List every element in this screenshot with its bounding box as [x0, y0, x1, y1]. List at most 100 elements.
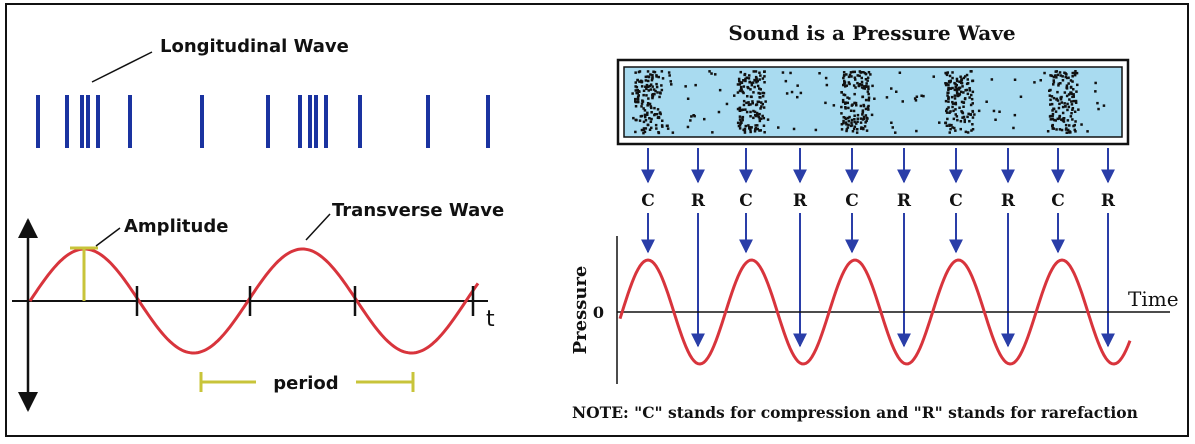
- air-particle-compressed: [644, 119, 648, 122]
- air-particle-compressed: [949, 110, 952, 113]
- air-particle-compressed: [967, 112, 970, 116]
- air-particle: [711, 131, 714, 134]
- air-particle: [799, 91, 803, 95]
- air-particle-compressed: [649, 120, 653, 123]
- air-particle-compressed: [640, 114, 644, 118]
- air-particle-compressed: [751, 100, 754, 103]
- air-particle: [666, 127, 670, 130]
- air-particle-compressed: [661, 125, 664, 128]
- air-particle-compressed: [1054, 119, 1057, 122]
- air-particle-compressed: [1068, 98, 1071, 101]
- air-particle-compressed: [753, 85, 756, 89]
- air-particle-compressed: [745, 110, 749, 114]
- air-particle-compressed: [1071, 71, 1074, 75]
- air-particle-compressed: [1056, 99, 1060, 102]
- air-particle-compressed: [955, 77, 959, 81]
- air-particle-compressed: [1061, 79, 1065, 82]
- air-particle-compressed: [965, 88, 969, 92]
- air-particle: [894, 131, 897, 134]
- air-particle-compressed: [844, 102, 847, 105]
- air-particle-compressed: [738, 118, 742, 121]
- air-particle-compressed: [866, 90, 870, 93]
- air-particle-compressed: [1057, 84, 1060, 87]
- air-particle-compressed: [656, 108, 660, 111]
- air-particle-compressed: [962, 105, 965, 108]
- air-particle: [1086, 130, 1089, 133]
- air-particle-compressed: [947, 80, 951, 83]
- air-particle-compressed: [653, 106, 656, 110]
- air-particle-compressed: [661, 119, 664, 122]
- air-particle-compressed: [1067, 105, 1071, 109]
- air-particle-compressed: [647, 85, 650, 89]
- air-particle-compressed: [863, 87, 867, 90]
- air-particle: [1013, 113, 1017, 117]
- air-particle-compressed: [951, 105, 954, 109]
- air-particle-compressed: [848, 82, 851, 86]
- air-particle-compressed: [866, 76, 870, 79]
- pressure-axis-label: Pressure: [570, 266, 591, 355]
- air-particle: [684, 85, 687, 88]
- air-particle-compressed: [840, 128, 844, 131]
- air-particle-compressed: [864, 121, 867, 124]
- amplitude-label: Amplitude: [124, 216, 228, 237]
- air-particle: [842, 93, 845, 96]
- air-particle: [871, 84, 874, 88]
- air-particle-compressed: [860, 83, 864, 86]
- air-particle: [855, 131, 859, 134]
- air-particle: [1102, 104, 1106, 107]
- air-particle-compressed: [849, 71, 853, 74]
- air-particle-compressed: [847, 81, 851, 84]
- air-particle-compressed: [863, 85, 866, 88]
- air-particle-compressed: [636, 78, 639, 82]
- air-particle-compressed: [961, 111, 965, 115]
- air-particle-compressed: [743, 72, 747, 76]
- air-particle: [1070, 112, 1073, 115]
- air-particle-compressed: [746, 85, 749, 89]
- air-particle-compressed: [651, 93, 655, 96]
- air-particle-compressed: [648, 128, 652, 131]
- air-particle-compressed: [846, 96, 849, 99]
- air-particle-compressed: [741, 90, 744, 94]
- air-particle-compressed: [645, 83, 649, 87]
- air-particle-compressed: [949, 127, 952, 131]
- air-particle-compressed: [747, 101, 750, 104]
- air-particle-compressed: [948, 111, 951, 114]
- air-particle-compressed: [946, 71, 949, 74]
- air-particle-compressed: [1067, 93, 1071, 96]
- air-particle-compressed: [750, 126, 753, 129]
- air-particle: [824, 76, 828, 80]
- air-particle-compressed: [659, 112, 662, 116]
- air-particle-compressed: [860, 80, 864, 84]
- air-particle: [977, 109, 981, 113]
- air-particle-compressed: [1058, 117, 1061, 120]
- air-particle-compressed: [1075, 71, 1079, 75]
- air-particle-compressed: [850, 118, 854, 122]
- air-particle: [758, 129, 761, 132]
- air-particle-compressed: [635, 85, 639, 89]
- air-particle-compressed: [855, 104, 858, 107]
- arrow-label: R: [793, 191, 808, 211]
- air-particle-compressed: [740, 81, 744, 84]
- longitudinal-label-pointer: [91, 51, 153, 83]
- air-particle-compressed: [862, 86, 865, 90]
- air-particle-compressed: [856, 113, 860, 117]
- air-particle-compressed: [945, 111, 949, 114]
- arrow-label: C: [949, 191, 963, 211]
- air-particle-compressed: [1073, 73, 1077, 77]
- air-particle: [824, 101, 827, 105]
- air-particle-compressed: [642, 127, 646, 130]
- air-particle-compressed: [743, 79, 746, 82]
- note-text: NOTE: "C" stands for compression and "R"…: [572, 403, 1138, 422]
- air-particle-compressed: [971, 116, 975, 119]
- air-particle-compressed: [638, 80, 641, 83]
- air-particle-compressed: [634, 130, 637, 134]
- air-particle-compressed: [1054, 74, 1057, 77]
- air-particle-compressed: [947, 100, 950, 103]
- air-particle: [915, 129, 918, 133]
- air-particle: [1012, 126, 1015, 130]
- air-particle-compressed: [945, 124, 949, 127]
- air-particle-compressed: [962, 101, 966, 104]
- air-particle-compressed: [644, 75, 648, 79]
- air-particles: [631, 70, 1106, 135]
- air-particle-compressed: [961, 85, 964, 88]
